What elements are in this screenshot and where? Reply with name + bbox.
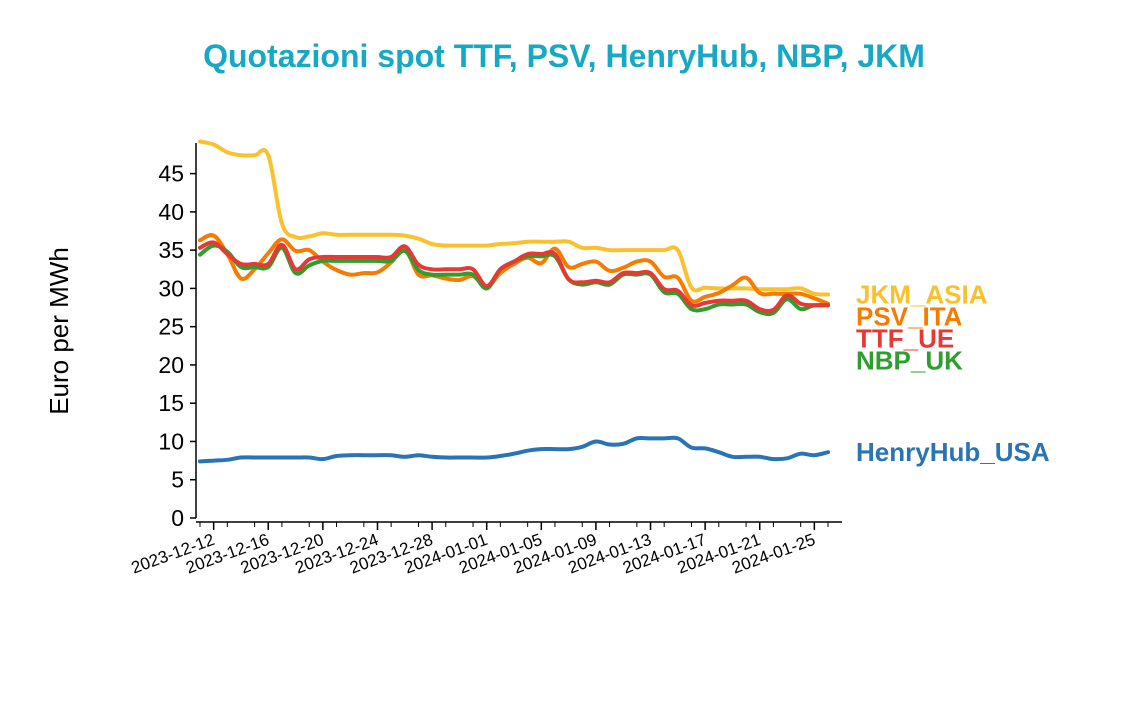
y-axis-label: Euro per MWh	[44, 247, 74, 415]
series-line-ttf-ue	[198, 240, 830, 314]
y-tick-label: 10	[158, 428, 184, 454]
series-lines	[198, 139, 830, 464]
series-label-nbp-uk: NBP_UK	[856, 346, 963, 376]
y-tick-label: 30	[158, 275, 184, 301]
series-label-psv-ita: PSV_ITA	[856, 302, 963, 332]
y-tick-label: 5	[171, 467, 184, 493]
series-label-jkm-asia: JKM_ASIA	[856, 280, 988, 310]
series-line-nbp-uk	[198, 243, 830, 317]
y-tick-label: 0	[171, 505, 184, 531]
y-tick-label: 35	[158, 237, 184, 263]
y-tick-label: 40	[158, 199, 184, 225]
chart-title: Quotazioni spot TTF, PSV, HenryHub, NBP,…	[203, 38, 925, 74]
x-axis: 2023-12-122023-12-162023-12-202023-12-24…	[129, 521, 842, 578]
series-label-henryhub-usa: HenryHub_USA	[856, 437, 1050, 467]
y-tick-label: 15	[158, 390, 184, 416]
y-tick-label: 20	[158, 352, 184, 378]
series-line-henryhub-usa	[198, 435, 830, 464]
series-label-ttf-ue: TTF_UE	[856, 324, 954, 354]
series-line-psv-ita	[198, 233, 830, 306]
y-tick-label: 45	[158, 161, 184, 187]
y-tick-label: 25	[158, 314, 184, 340]
series-line-jkm-asia	[198, 139, 830, 297]
y-axis: 0 5 10 15 20 25 30 35 40 45	[158, 143, 197, 531]
